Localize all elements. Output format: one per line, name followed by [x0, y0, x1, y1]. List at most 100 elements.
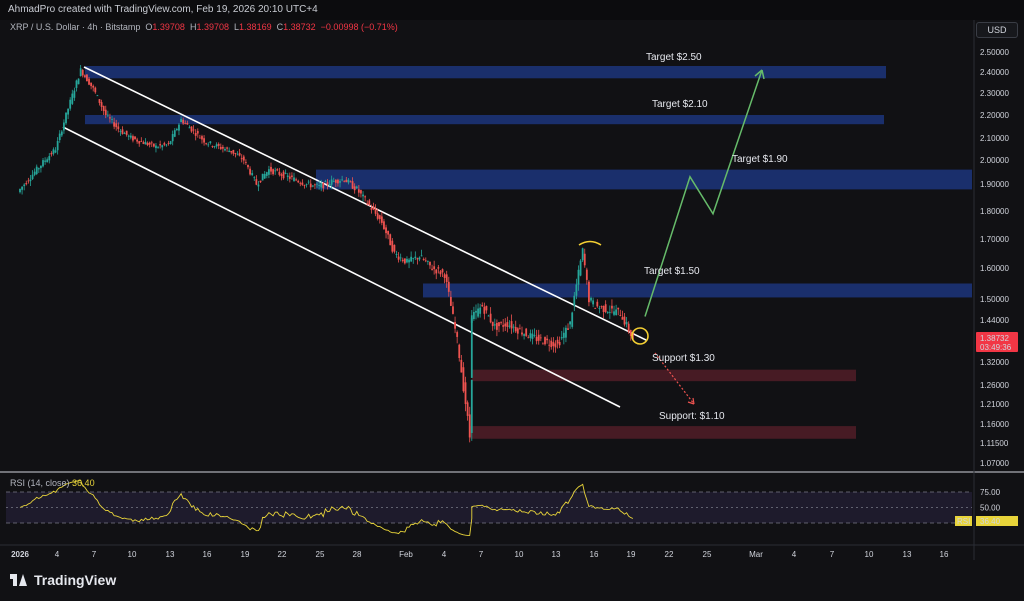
- candle-body: [234, 152, 237, 154]
- candle-body: [544, 337, 546, 345]
- candle-body: [608, 312, 611, 313]
- rsi-value: 36.40: [72, 478, 95, 488]
- candle-body: [136, 139, 139, 142]
- candle-body: [355, 186, 358, 189]
- candle-body: [60, 131, 63, 136]
- candle-body: [360, 190, 362, 194]
- price-axis-label: 1.11500: [980, 439, 1009, 448]
- candle-body: [29, 179, 32, 182]
- close-label: C: [276, 22, 284, 32]
- candle-body: [418, 257, 421, 260]
- candle-body: [341, 179, 344, 181]
- candle-body: [278, 171, 281, 175]
- candle-body: [117, 126, 120, 130]
- currency-button[interactable]: USD: [976, 22, 1018, 38]
- candle-body: [485, 305, 488, 311]
- candle-body: [188, 127, 191, 129]
- candle-body: [178, 124, 180, 131]
- candle-body: [583, 253, 586, 266]
- candle-body: [592, 300, 595, 305]
- candle-body: [31, 174, 34, 180]
- candle-body: [393, 244, 396, 252]
- candle-body: [245, 161, 247, 163]
- candle-body: [619, 315, 622, 317]
- candle-body: [435, 269, 438, 274]
- close-value: 1.38732: [283, 22, 316, 32]
- time-axis-label: 16: [940, 550, 949, 559]
- candle-body: [370, 208, 373, 210]
- candle-body: [54, 150, 57, 153]
- price-axis-label: 1.70000: [980, 235, 1009, 244]
- candle-body: [441, 269, 444, 273]
- candle-body: [169, 141, 172, 144]
- candle-body: [460, 359, 463, 373]
- candle-body: [397, 256, 400, 260]
- time-axis-label: 4: [442, 550, 447, 559]
- rsi-badge-value: 36.40: [980, 517, 1001, 526]
- downside-arrowhead: [687, 397, 695, 405]
- candle-body: [506, 322, 509, 327]
- candle-body: [462, 367, 465, 392]
- candle-body: [527, 337, 530, 339]
- candle-body: [535, 336, 538, 342]
- candle-body: [429, 261, 431, 266]
- candle-body: [209, 141, 212, 143]
- candle-body: [525, 328, 528, 336]
- candle-body: [498, 322, 500, 327]
- rsi-badge: [976, 516, 1018, 526]
- candle-body: [142, 142, 145, 144]
- candle-body: [226, 147, 228, 149]
- candle-body: [165, 144, 168, 146]
- candle-body: [249, 168, 251, 175]
- candle-body: [631, 332, 634, 339]
- candle-body: [238, 153, 241, 156]
- low-label: L: [234, 22, 240, 32]
- candle-body: [100, 102, 103, 107]
- candle-body: [552, 342, 555, 347]
- candle-body: [554, 343, 557, 348]
- candle-body: [512, 326, 515, 328]
- candle-body: [362, 194, 364, 197]
- candle-body: [399, 257, 402, 259]
- tradingview-logo[interactable]: TradingView: [10, 572, 116, 588]
- candle-body: [466, 402, 469, 416]
- candle-body: [627, 323, 630, 332]
- candle-body: [311, 185, 314, 187]
- candle-body: [58, 133, 61, 141]
- candle-body: [322, 182, 325, 189]
- candle-body: [92, 85, 95, 88]
- candle-body: [303, 185, 306, 186]
- annotation-label: Target $1.90: [732, 154, 788, 165]
- candle-body: [550, 340, 553, 348]
- candle-body: [431, 268, 433, 270]
- candle-body: [217, 143, 220, 146]
- candle-body: [253, 177, 256, 179]
- candle-body: [288, 176, 291, 179]
- candle-body: [364, 196, 367, 198]
- candle-body: [25, 183, 28, 185]
- candle-body: [198, 137, 201, 139]
- time-axis-label: 16: [590, 550, 599, 559]
- time-axis-label: 13: [166, 550, 175, 559]
- candle-body: [175, 128, 178, 131]
- annotation-label: Support: $1.10: [659, 411, 725, 422]
- candle-body: [629, 330, 632, 337]
- candle-body: [19, 188, 21, 193]
- candle-body: [596, 301, 599, 307]
- candle-body: [560, 337, 563, 339]
- candle-body: [500, 322, 502, 324]
- candle-body: [230, 151, 233, 153]
- candle-body: [276, 169, 279, 171]
- candle-body: [433, 266, 436, 270]
- candle-body: [521, 332, 523, 335]
- change-value: −0.00998 (−0.71%): [320, 22, 398, 32]
- candle-body: [272, 169, 274, 175]
- candle-body: [439, 271, 442, 275]
- candle-body: [378, 215, 381, 220]
- candle-body: [437, 267, 440, 269]
- candle-body: [565, 327, 567, 338]
- rsi-axis-label: 50.00: [980, 504, 1001, 513]
- candle-body: [410, 256, 413, 262]
- candle-body: [617, 307, 620, 310]
